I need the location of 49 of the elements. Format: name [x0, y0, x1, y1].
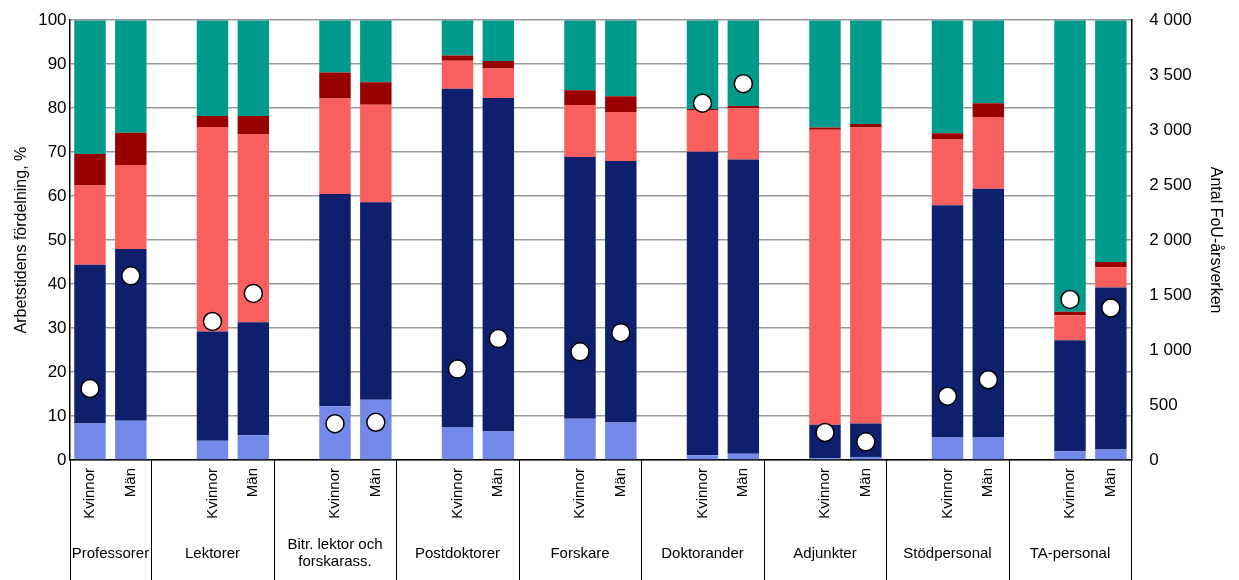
x-tick-label: Kvinnor: [80, 468, 98, 519]
x-tick-label: Kvinnor: [202, 468, 220, 519]
y2-tick-label: 500: [1149, 394, 1178, 414]
y-tick-label: 70: [47, 141, 67, 161]
text: Lektorer: [184, 544, 240, 561]
y2-tick-label: 1 000: [1149, 339, 1192, 359]
y-tick-label: 80: [47, 97, 67, 117]
x-tick-label: Kvinnor: [815, 468, 833, 519]
y2-tick-label: 2 500: [1149, 174, 1192, 194]
y-tick-label: 10: [47, 405, 67, 425]
y-tick-label: 90: [47, 53, 67, 73]
y2-tick-label: 0: [1149, 449, 1159, 469]
y-tick-label: 30: [47, 317, 67, 337]
y-tick-label: 0: [57, 449, 67, 469]
text: Stödpersonal: [903, 544, 992, 561]
x-tick-label: Män: [978, 468, 996, 498]
x-tick-label: Män: [610, 468, 628, 498]
text: Adjunkter: [793, 544, 857, 561]
x-tick-label: Kvinnor: [570, 468, 588, 519]
y2-tick-label: 4 000: [1149, 9, 1192, 29]
x-tick-label: Kvinnor: [447, 468, 465, 519]
y-tick-label: 60: [47, 185, 67, 205]
y2-tick-label: 3 500: [1149, 64, 1192, 84]
x-tick-label: Kvinnor: [937, 468, 955, 519]
text: Bitr. lektor och forskarass.: [287, 535, 383, 569]
x-tick-label: Män: [243, 468, 261, 498]
y-axis-title: Arbetstidens fördelning, %: [12, 146, 30, 334]
y2-axis-title: Antal FoU-årsverken: [1207, 166, 1225, 314]
x-tick-label: Män: [488, 468, 506, 498]
y-tick-label: 100: [38, 9, 67, 29]
x-tick-label: Män: [855, 468, 873, 498]
text: Postdoktorer: [414, 544, 501, 561]
x-tick-label: Kvinnor: [325, 468, 343, 519]
y2-tick-label: 1 500: [1149, 284, 1192, 304]
x-tick-label: Män: [365, 468, 383, 498]
y2-tick-label: 3 000: [1149, 119, 1192, 139]
y-tick-label: 40: [47, 273, 67, 293]
x-tick-label: Män: [733, 468, 751, 498]
x-tick-label: Kvinnor: [1060, 468, 1078, 519]
text: TA-personal: [1029, 544, 1111, 561]
y2-tick-label: 2 000: [1149, 229, 1192, 249]
y-tick-label: 50: [47, 229, 67, 249]
x-tick-label: Män: [120, 468, 138, 498]
text: Professorer: [71, 544, 150, 561]
y-tick-label: 20: [47, 361, 67, 381]
x-tick-label: Kvinnor: [692, 468, 710, 519]
x-tick-label: Män: [1100, 468, 1118, 498]
text: Doktorander: [661, 544, 744, 561]
text: Forskare: [550, 544, 610, 561]
